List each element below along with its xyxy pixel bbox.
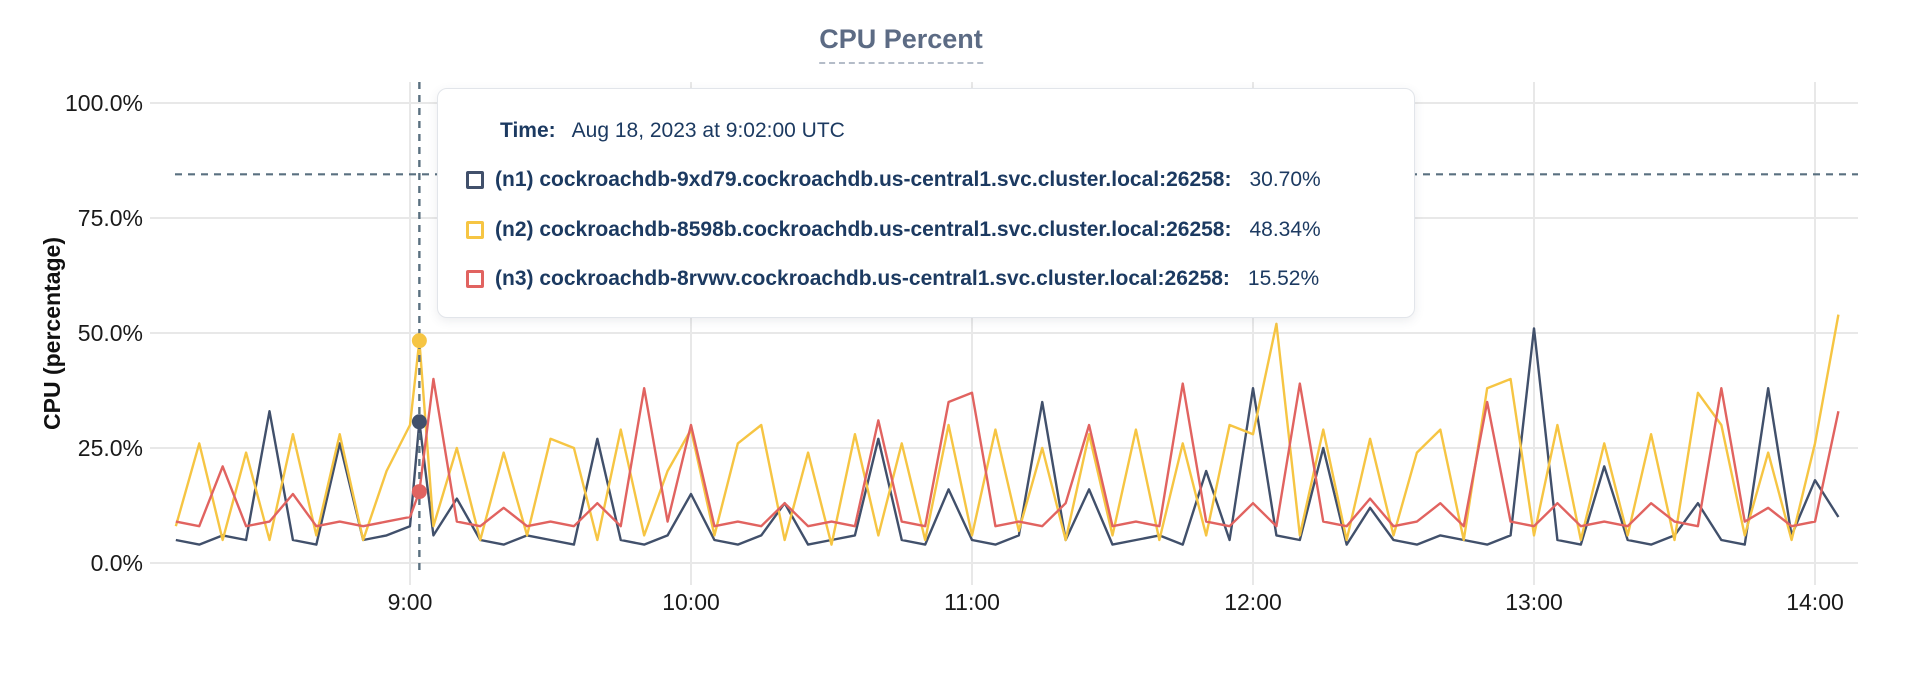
series-value: 30.70%	[1249, 168, 1321, 192]
legend-swatch-icon	[466, 171, 484, 190]
series-line	[175, 377, 1840, 528]
series-line	[174, 314, 1840, 546]
y-axis-tick-label: 0.0%	[90, 550, 143, 576]
x-axis-tick-label: 9:00	[387, 589, 433, 615]
tooltip-series-row: (n2) cockroachdb-8598b.cockroachdb.us-ce…	[466, 218, 1380, 242]
x-axis-tick-label: 13:00	[1505, 589, 1563, 615]
tooltip-series-row: (n1) cockroachdb-9xd79.cockroachdb.us-ce…	[466, 168, 1380, 192]
legend-swatch-icon	[466, 269, 484, 288]
chart-title[interactable]: CPU Percent	[819, 24, 983, 64]
series-value: 48.34%	[1249, 217, 1321, 241]
tooltip-time-value: Aug 18, 2023 at 9:02:00 UTC	[571, 119, 845, 142]
hover-point-marker	[411, 484, 427, 500]
y-axis-tick-label: 75.0%	[77, 205, 143, 231]
y-axis-tick-label: 50.0%	[77, 320, 143, 346]
x-axis-tick-label: 14:00	[1786, 589, 1844, 615]
series-line	[175, 327, 1840, 546]
series-name: (n2) cockroachdb-8598b.cockroachdb.us-ce…	[495, 217, 1232, 241]
hover-point-marker	[411, 414, 427, 430]
tooltip-time-row: Time: Aug 18, 2023 at 9:02:00 UTC	[500, 119, 1380, 143]
y-axis-tick-label: 100.0%	[64, 90, 143, 116]
legend-swatch-icon	[466, 220, 484, 239]
series-name: (n3) cockroachdb-8rvwv.cockroachdb.us-ce…	[495, 266, 1230, 290]
x-axis-tick-label: 10:00	[662, 589, 720, 615]
series-name: (n1) cockroachdb-9xd79.cockroachdb.us-ce…	[495, 168, 1232, 192]
chart-tooltip: Time: Aug 18, 2023 at 9:02:00 UTC (n1) c…	[437, 88, 1415, 318]
tooltip-series-row: (n3) cockroachdb-8rvwv.cockroachdb.us-ce…	[466, 267, 1380, 291]
series-value: 15.52%	[1247, 266, 1320, 290]
y-axis-tick-label: 25.0%	[77, 435, 143, 461]
x-axis-tick-label: 12:00	[1224, 589, 1282, 615]
tooltip-time-label: Time:	[500, 119, 556, 142]
hover-point-marker	[411, 333, 427, 349]
x-axis-tick-label: 11:00	[944, 589, 1000, 615]
